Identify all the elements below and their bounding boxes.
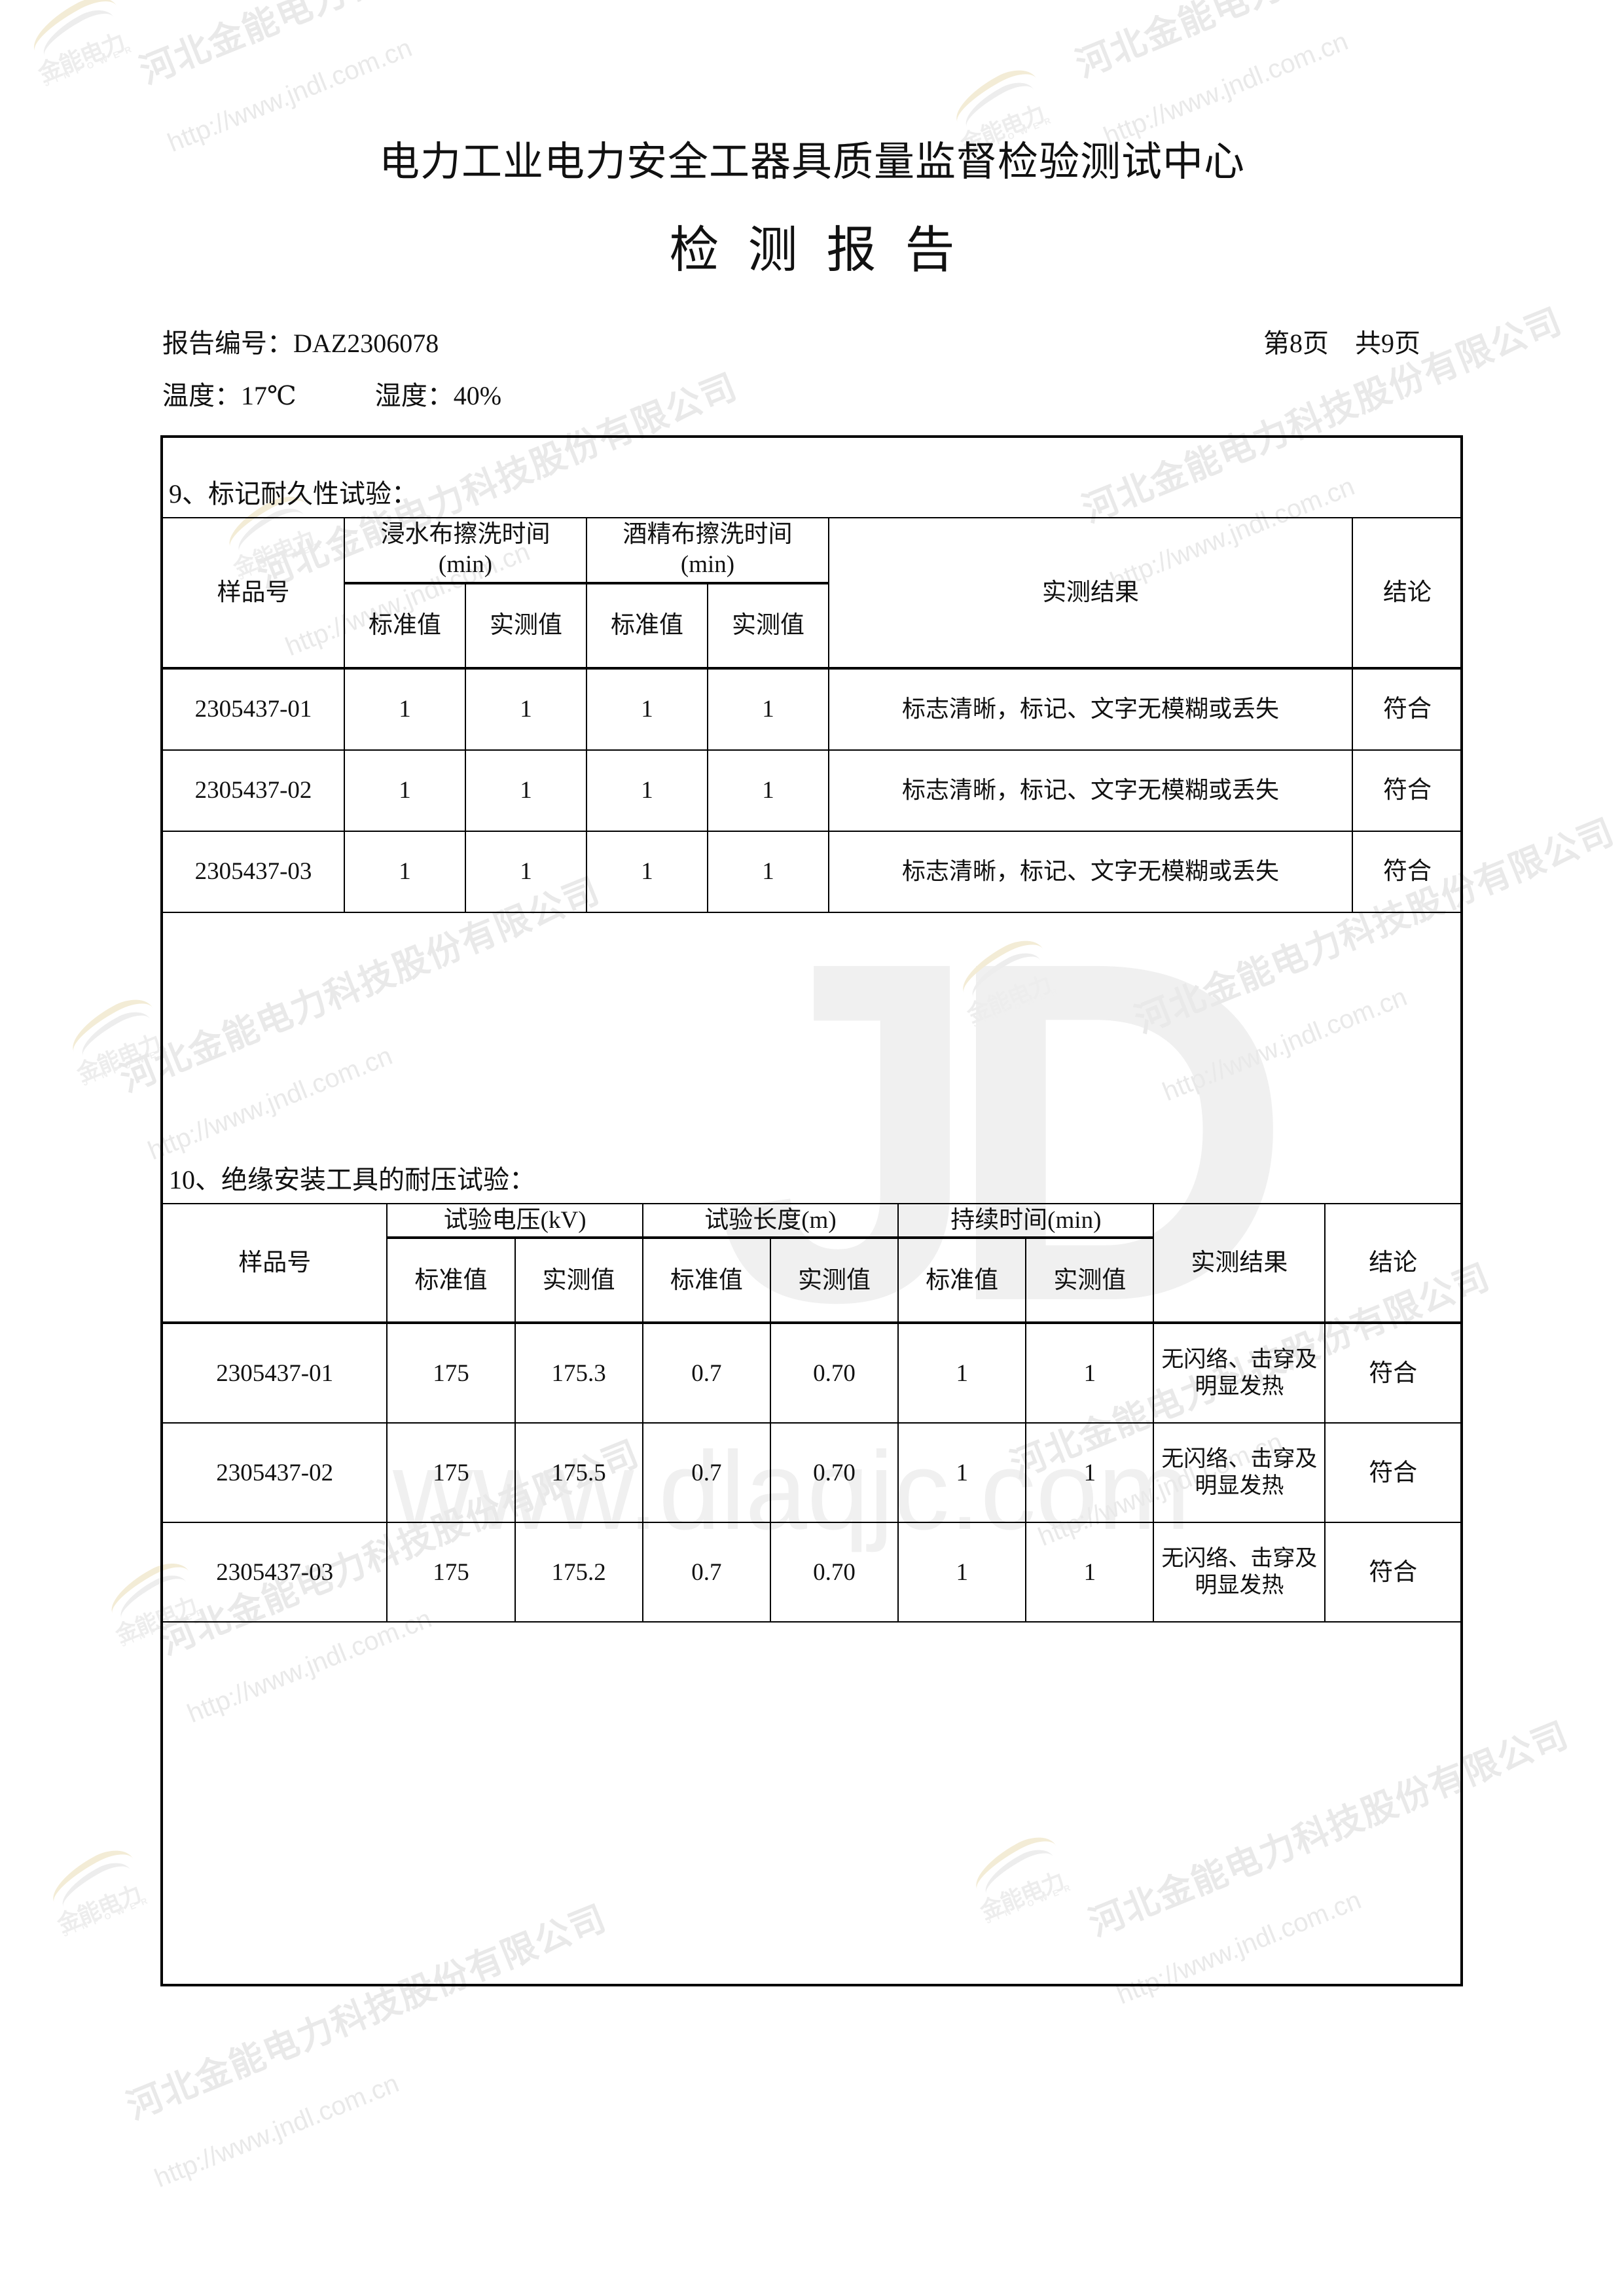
- header-duration: 持续时间(min): [897, 1202, 1155, 1239]
- section-10-title: 10、绝缘安装工具的耐压试验：: [169, 1165, 535, 1194]
- header-water-cloth-time: 浸水布擦洗时间 (min): [344, 517, 587, 584]
- cell-voltage-measured: 175.2: [514, 1522, 643, 1623]
- cell-measured-result: 无闪络、击穿及明显发热: [1153, 1321, 1326, 1424]
- cell-water-measured: 1: [465, 749, 587, 832]
- cell-measured-result: 标志清晰，标记、文字无模糊或丢失: [828, 830, 1353, 913]
- cell-voltage-standard: 175: [386, 1522, 516, 1623]
- cell-duration-measured: 1: [1025, 1422, 1155, 1524]
- cell-water-standard: 1: [344, 749, 466, 832]
- subheader-length-measured: 实测值: [769, 1236, 899, 1324]
- cell-sample-no: 2305437-02: [162, 749, 345, 832]
- humidity-value: 湿度：40%: [374, 381, 502, 410]
- cell-duration-standard: 1: [897, 1422, 1027, 1524]
- table-row: 2305437-02 1 1 1 1 标志清晰，标记、文字无模糊或丢失 符合: [162, 749, 1463, 832]
- marking-durability-table: 样品号 浸水布擦洗时间 (min) 酒精布擦洗时间 (min) 实测结果 结论 …: [162, 517, 1463, 913]
- cell-voltage-standard: 175: [386, 1422, 516, 1524]
- cell-alcohol-measured: 1: [707, 830, 829, 913]
- table-row: 2305437-03 1 1 1 1 标志清晰，标记、文字无模糊或丢失 符合: [162, 830, 1463, 913]
- cell-water-standard: 1: [344, 666, 466, 751]
- cell-length-measured: 0.70: [769, 1321, 899, 1424]
- cell-alcohol-measured: 1: [707, 666, 829, 751]
- header-conclusion: 结论: [1324, 1202, 1462, 1324]
- cell-conclusion: 符合: [1352, 666, 1463, 751]
- cell-alcohol-standard: 1: [586, 749, 708, 832]
- table-row: 2305437-01 175 175.3 0.7 0.70 1 1 无闪络、击穿…: [161, 1321, 1462, 1424]
- header-conclusion: 结论: [1352, 517, 1463, 669]
- cell-conclusion: 符合: [1324, 1422, 1462, 1524]
- page-title: 电力工业电力安全工器具质量监督检验测试中心: [378, 140, 1245, 185]
- table-header-row: 样品号 试验电压(kV) 试验长度(m) 持续时间(min) 实测结果 结论: [161, 1202, 1462, 1324]
- environment-conditions: 温度：17℃ 湿度：40%: [162, 374, 501, 412]
- cell-duration-standard: 1: [897, 1522, 1027, 1623]
- report-number: 报告编号：DAZ2306078: [162, 329, 439, 358]
- content-frame: [160, 435, 1463, 1986]
- cell-sample-no: 2305437-03: [162, 830, 345, 913]
- header-alcohol-cloth-time-unit: (min): [680, 551, 735, 579]
- cell-conclusion: 符合: [1352, 749, 1463, 832]
- subheader-voltage-standard: 标准值: [386, 1236, 516, 1324]
- subheader-water-standard: 标准值: [344, 581, 466, 669]
- cell-duration-measured: 1: [1025, 1522, 1155, 1623]
- subheader-duration-standard: 标准值: [897, 1236, 1027, 1324]
- header-sample-no: 样品号: [162, 517, 345, 669]
- cell-sample-no: 2305437-01: [161, 1321, 388, 1424]
- page-counter: 第8页 共9页: [1263, 329, 1420, 358]
- cell-sample-no: 2305437-03: [161, 1522, 388, 1623]
- cell-length-standard: 0.7: [641, 1321, 771, 1424]
- cell-duration-standard: 1: [897, 1321, 1027, 1424]
- cell-alcohol-standard: 1: [586, 666, 708, 751]
- cell-conclusion: 符合: [1352, 830, 1463, 913]
- table-row: 2305437-03 175 175.2 0.7 0.70 1 1 无闪络、击穿…: [161, 1522, 1462, 1623]
- cell-conclusion: 符合: [1324, 1321, 1462, 1424]
- subheader-water-measured: 实测值: [465, 581, 587, 669]
- temperature-value: 温度：17℃: [162, 381, 297, 410]
- table-subheader-row: 标准值 实测值 标准值 实测值: [162, 581, 1462, 669]
- cell-water-measured: 1: [465, 666, 587, 751]
- table-row: 2305437-01 1 1 1 1 标志清晰，标记、文字无模糊或丢失 符合: [162, 666, 1463, 751]
- cell-conclusion: 符合: [1324, 1522, 1462, 1623]
- cell-alcohol-measured: 1: [707, 749, 829, 832]
- dielectric-withstand-table: 样品号 试验电压(kV) 试验长度(m) 持续时间(min) 实测结果 结论 标…: [161, 1202, 1462, 1623]
- cell-length-standard: 0.7: [641, 1422, 771, 1524]
- cell-voltage-standard: 175: [386, 1321, 516, 1424]
- cell-voltage-measured: 175.5: [514, 1422, 643, 1524]
- cell-alcohol-standard: 1: [586, 830, 708, 913]
- cell-water-standard: 1: [344, 830, 466, 913]
- table-row: 2305437-02 175 175.5 0.7 0.70 1 1 无闪络、击穿…: [161, 1422, 1462, 1524]
- header-measured-result: 实测结果: [1153, 1202, 1326, 1324]
- cell-length-measured: 0.70: [769, 1422, 899, 1524]
- header-test-voltage: 试验电压(kV): [386, 1202, 643, 1239]
- subheader-alcohol-standard: 标准值: [586, 581, 708, 669]
- cell-measured-result: 标志清晰，标记、文字无模糊或丢失: [828, 666, 1353, 751]
- table-subheader-row: 标准值 实测值 标准值 实测值 标准值 实测值: [162, 1236, 1461, 1324]
- cell-length-standard: 0.7: [641, 1522, 771, 1623]
- header-measured-result: 实测结果: [828, 517, 1353, 669]
- subheader-duration-measured: 实测值: [1025, 1236, 1155, 1324]
- subheader-voltage-measured: 实测值: [514, 1236, 643, 1324]
- header-test-length: 试验长度(m): [641, 1202, 899, 1239]
- cell-length-measured: 0.70: [769, 1522, 899, 1623]
- table-header-row: 样品号 浸水布擦洗时间 (min) 酒精布擦洗时间 (min) 实测结果 结论: [162, 517, 1463, 669]
- header-alcohol-cloth-time-line1: 酒精布擦洗时间: [623, 521, 793, 548]
- header-water-cloth-time-unit: (min): [438, 551, 493, 579]
- cell-measured-result: 无闪络、击穿及明显发热: [1153, 1522, 1326, 1623]
- header-water-cloth-time-line1: 浸水布擦洗时间: [380, 521, 550, 548]
- cell-sample-no: 2305437-01: [162, 666, 345, 751]
- section-9-title: 9、标记耐久性试验：: [169, 479, 418, 509]
- cell-voltage-measured: 175.3: [514, 1321, 643, 1424]
- cell-measured-result: 标志清晰，标记、文字无模糊或丢失: [828, 749, 1353, 832]
- header-alcohol-cloth-time: 酒精布擦洗时间 (min): [586, 517, 829, 584]
- cell-measured-result: 无闪络、击穿及明显发热: [1153, 1422, 1326, 1524]
- subheader-length-standard: 标准值: [641, 1236, 771, 1324]
- page-subtitle: 检测报告: [669, 223, 984, 278]
- cell-water-measured: 1: [465, 830, 587, 913]
- subheader-alcohol-measured: 实测值: [707, 581, 829, 669]
- cell-duration-measured: 1: [1025, 1321, 1155, 1424]
- header-sample-no: 样品号: [161, 1202, 388, 1324]
- cell-sample-no: 2305437-02: [161, 1422, 388, 1524]
